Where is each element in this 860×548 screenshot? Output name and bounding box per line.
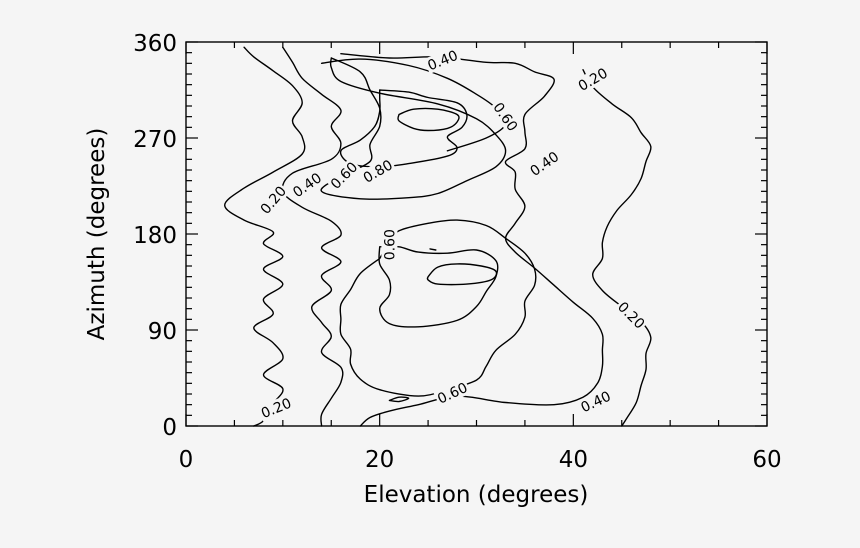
contour-label-text: 0.60 <box>382 229 398 260</box>
contour-label-text: 0.40 <box>426 48 461 75</box>
contour-label: 0.80 <box>358 155 397 187</box>
y-tick-label: 360 <box>133 31 177 57</box>
contour-line-0-8 <box>397 107 460 132</box>
contour-label-bg <box>326 157 362 193</box>
contour-line-0-8 <box>429 248 437 251</box>
contour-line-0-8 <box>378 245 499 328</box>
contour-line-0-6 <box>320 57 507 200</box>
contour-line-0-6 <box>320 58 507 152</box>
y-tick-label: 180 <box>133 223 177 249</box>
contour-label: 0.40 <box>288 168 326 202</box>
contour-label-bg <box>576 387 615 416</box>
contour-label-bg <box>433 378 472 408</box>
x-tick-label: 20 <box>365 447 394 473</box>
contour-label: 0.20 <box>257 394 295 422</box>
contour-label-bg <box>256 181 291 219</box>
contour-label: 0.40 <box>525 147 563 180</box>
contour-label-bg <box>257 394 295 422</box>
contour-label-bg <box>613 297 650 333</box>
y-tick-label: 0 <box>162 415 177 441</box>
contour-line-0-4 <box>281 46 344 427</box>
contour-label-bg <box>525 147 563 180</box>
y-tick-label: 90 <box>148 319 177 345</box>
contour-line-0-2 <box>224 46 306 427</box>
axis-ticks <box>185 41 768 427</box>
contour-label: 0.60 <box>381 227 398 262</box>
contour-label-bg <box>288 168 326 202</box>
contour-label-text: 0.40 <box>579 389 614 417</box>
contour-label: 0.40 <box>423 46 462 75</box>
contour-label-bg <box>573 63 612 95</box>
contour-line-0-4 <box>340 53 604 427</box>
contour-label: 0.60 <box>433 378 472 408</box>
x-tick-label: 40 <box>559 447 588 473</box>
contour-label: 0.20 <box>573 63 612 95</box>
y-axis-title: Azimuth (degrees) <box>84 128 110 341</box>
contour-label: 0.40 <box>576 387 615 417</box>
contour-line-0-2 <box>582 69 652 427</box>
x-tick-labels: 0 20 40 60 <box>179 447 782 473</box>
y-tick-labels: 0 90 180 270 360 <box>133 31 177 441</box>
contour-label: 0.20 <box>613 297 650 333</box>
contour-label-bg <box>381 227 398 262</box>
x-tick-label: 60 <box>752 447 781 473</box>
contour-label-bg <box>489 98 522 136</box>
contour-line-0-8 <box>388 396 410 403</box>
contour-labels: 0.400.200.600.400.20 0.40 0.60 0.800.600.20… <box>256 46 650 422</box>
contour-label: 0.20 <box>256 181 291 219</box>
contour-label: 0.60 <box>326 157 362 193</box>
contour-label-bg <box>358 155 397 187</box>
contour-line-0-8 <box>426 263 498 286</box>
contour-label: 0.60 <box>489 98 522 136</box>
contour-label-bg <box>423 46 462 74</box>
contour-label-text: 0.60 <box>435 380 470 408</box>
x-axis-title: Elevation (degrees) <box>364 482 589 508</box>
contour-lines <box>224 46 652 427</box>
x-tick-label: 0 <box>179 447 194 473</box>
contour-label-text: 0.20 <box>259 396 294 423</box>
contour-line-0-6 <box>339 219 537 397</box>
contour-line-0-8 <box>339 89 468 168</box>
y-tick-label: 270 <box>133 127 177 153</box>
